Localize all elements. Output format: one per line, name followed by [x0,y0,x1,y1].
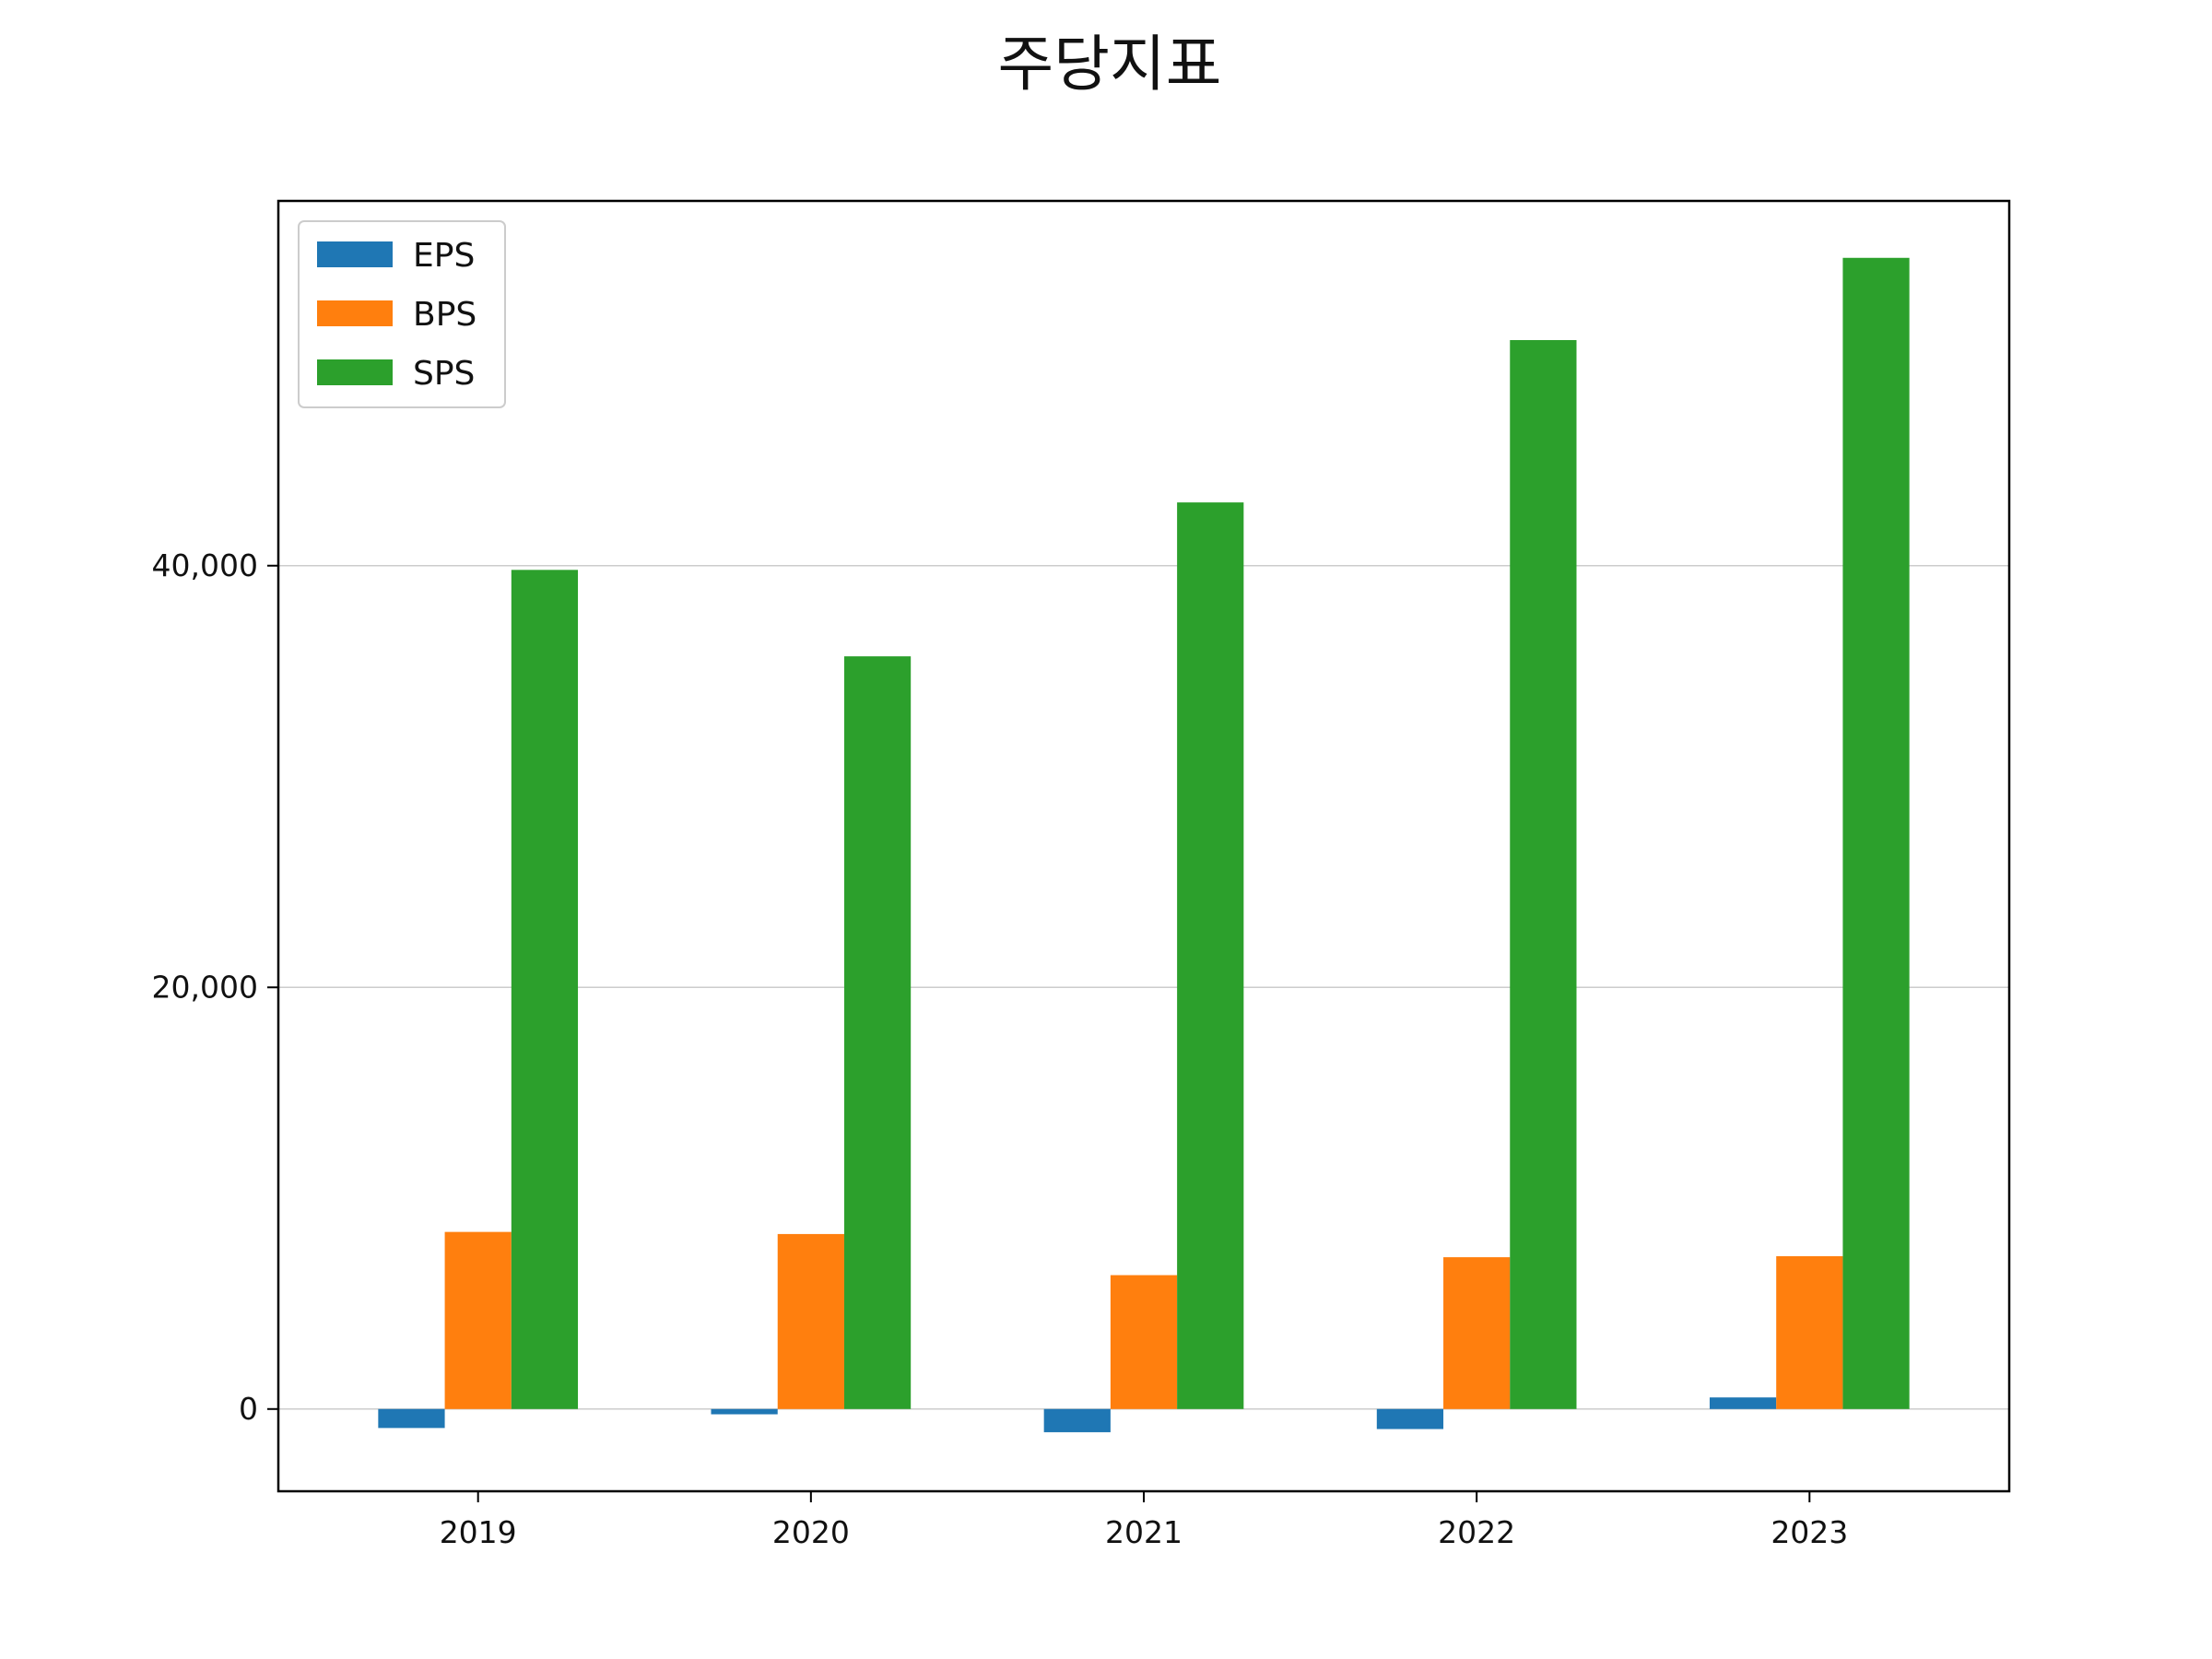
x-tick-label: 2023 [1771,1514,1848,1550]
legend-label-eps: EPS [413,237,475,275]
y-axis: 0 20,000 40,000 [152,547,278,1427]
legend-swatch-eps [317,241,393,267]
x-tick-label: 2019 [440,1514,517,1550]
legend-swatch-sps [317,359,393,385]
bar-eps-2020 [711,1408,778,1415]
x-tick-label: 2022 [1438,1514,1515,1550]
chart-title: 주당지표 [998,29,1222,100]
y-tick-label: 0 [239,1391,258,1427]
bar-eps-2021 [1043,1408,1111,1432]
bar-bps-2019 [444,1231,512,1409]
x-tick-label: 2021 [1105,1514,1182,1550]
legend-swatch-bps [317,300,393,326]
bar-sps-2023 [1842,257,1910,1409]
bar-eps-2023 [1709,1397,1777,1409]
bars [378,257,1910,1432]
bar-sps-2022 [1510,339,1577,1409]
legend: EPS BPS SPS [298,220,506,408]
bar-sps-2019 [511,570,579,1409]
bar-sps-2021 [1177,502,1244,1409]
x-axis: 2019 2020 2021 2022 2023 [440,1491,1848,1550]
bar-bps-2022 [1443,1257,1511,1409]
bar-bps-2020 [777,1233,844,1409]
y-tick-label: 40,000 [152,547,258,583]
y-tick-label: 20,000 [152,969,258,1005]
bar-eps-2022 [1376,1408,1444,1430]
bar-eps-2019 [378,1408,445,1429]
bar-bps-2021 [1110,1275,1178,1409]
bar-sps-2020 [843,656,912,1409]
x-tick-label: 2020 [772,1514,850,1550]
bar-bps-2023 [1776,1255,1843,1409]
legend-label-bps: BPS [413,296,477,334]
legend-label-sps: SPS [413,355,475,393]
